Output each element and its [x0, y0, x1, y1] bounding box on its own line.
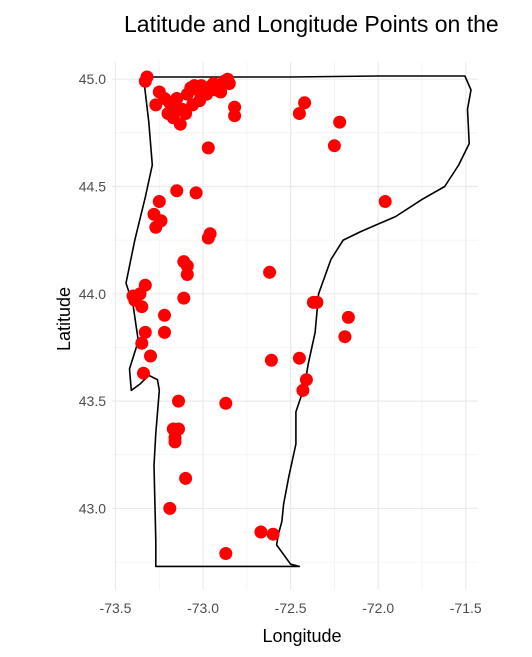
- data-point: [219, 396, 233, 410]
- y-tick-label: 44.0: [79, 286, 106, 302]
- y-axis-title: Latitude: [54, 287, 74, 351]
- data-point: [137, 366, 150, 380]
- data-point: [154, 214, 168, 228]
- x-tick-label: -72.0: [362, 600, 394, 616]
- data-point: [296, 383, 310, 397]
- data-point: [263, 265, 277, 279]
- data-point: [338, 330, 352, 344]
- data-point: [200, 87, 214, 101]
- data-point: [189, 186, 203, 200]
- data-point: [170, 184, 184, 198]
- data-point: [292, 351, 306, 365]
- data-point: [264, 353, 278, 367]
- data-point: [228, 109, 242, 123]
- chart-title: Latitude and Longitude Points on the: [124, 11, 499, 37]
- data-point: [306, 295, 320, 309]
- data-point: [138, 74, 152, 88]
- data-point: [180, 268, 194, 281]
- data-point: [172, 394, 185, 408]
- x-axis-ticks: -73.5 -73.0 -72.5 -72.0 -71.5: [100, 600, 482, 616]
- data-point: [299, 373, 313, 387]
- y-tick-label: 45.0: [79, 71, 106, 87]
- data-point: [201, 231, 215, 245]
- data-point: [341, 310, 355, 324]
- data-point: [163, 501, 177, 515]
- data-point: [173, 117, 187, 131]
- data-point: [179, 107, 193, 120]
- data-point: [138, 325, 152, 339]
- data-point: [214, 85, 228, 99]
- data-point: [333, 115, 347, 129]
- x-axis-title: Longitude: [262, 626, 341, 646]
- data-point: [177, 291, 191, 305]
- data-point: [254, 525, 268, 539]
- data-point: [152, 195, 166, 208]
- data-point: [158, 308, 171, 322]
- x-tick-label: -71.5: [450, 600, 482, 616]
- data-point: [266, 527, 280, 541]
- data-point: [292, 107, 306, 120]
- data-point: [135, 300, 149, 314]
- data-point: [126, 289, 140, 303]
- data-point: [170, 92, 184, 105]
- state-outline-path: [125, 75, 472, 568]
- y-tick-label: 43.0: [79, 500, 106, 516]
- y-tick-label: 43.5: [79, 393, 106, 409]
- data-point: [158, 325, 171, 339]
- data-point: [172, 422, 185, 436]
- x-tick-label: -72.5: [275, 600, 307, 616]
- data-point: [179, 471, 193, 485]
- data-point: [378, 195, 392, 208]
- data-point: [138, 278, 152, 292]
- data-point: [135, 336, 149, 350]
- state-outline: [125, 75, 472, 568]
- data-point: [219, 547, 233, 560]
- x-tick-label: -73.0: [187, 600, 219, 616]
- data-point: [201, 141, 215, 155]
- data-point: [222, 77, 236, 90]
- data-points: [126, 70, 392, 560]
- x-tick-label: -73.5: [100, 600, 132, 616]
- data-point: [327, 139, 341, 153]
- data-point: [168, 435, 182, 449]
- data-point: [298, 96, 312, 110]
- y-axis-ticks: 43.0 43.5 44.0 44.5 45.0: [79, 71, 106, 516]
- data-point: [144, 349, 157, 363]
- y-tick-label: 44.5: [79, 178, 106, 194]
